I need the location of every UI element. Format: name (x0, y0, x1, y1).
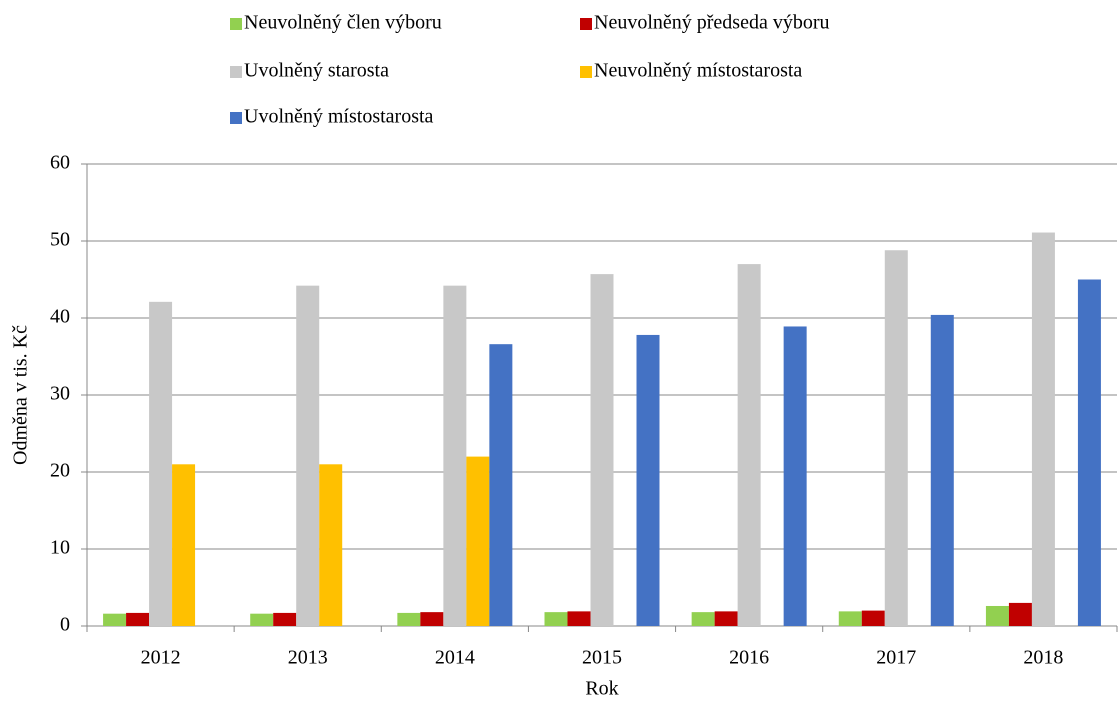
y-axis-title: Odměna v tis. Kč (10, 325, 32, 465)
legend-label: Uvolněný místostarosta (244, 106, 434, 128)
legend-label: Neuvolněný předseda výboru (594, 12, 830, 34)
y-tick-label: 30 (50, 383, 70, 405)
bar (861, 610, 885, 626)
y-tick-label: 40 (50, 306, 70, 328)
bar (443, 285, 467, 626)
legend-swatch (580, 66, 592, 78)
legend-label: Neuvolněný místostarosta (594, 60, 802, 82)
x-axis-title: Rok (585, 678, 618, 700)
bar (466, 456, 490, 626)
y-tick-label: 10 (50, 537, 70, 559)
legend-label: Uvolněný starosta (244, 60, 389, 82)
bar (884, 250, 908, 627)
legend-swatch (230, 66, 242, 78)
bar (250, 613, 274, 626)
y-tick-label: 0 (60, 614, 70, 636)
y-tick-label: 60 (50, 152, 70, 174)
legend-swatch (230, 18, 242, 30)
x-tick-label: 2012 (141, 647, 181, 669)
bar (420, 612, 444, 626)
bar (544, 612, 568, 626)
x-tick-label: 2015 (582, 647, 622, 669)
bar (319, 464, 343, 626)
bar (273, 612, 297, 626)
bar (737, 264, 761, 626)
legend-swatch (580, 18, 592, 30)
bar (714, 611, 738, 626)
bar (590, 274, 614, 626)
x-tick-label: 2014 (435, 647, 475, 669)
bar (691, 612, 715, 626)
x-tick-label: 2017 (876, 647, 916, 669)
x-tick-label: 2018 (1023, 647, 1063, 669)
bar (397, 612, 421, 626)
bar (838, 611, 862, 626)
bar (1008, 602, 1032, 626)
legend-label: Neuvolněný člen výboru (244, 12, 442, 34)
y-tick-label: 20 (50, 460, 70, 482)
bar (172, 464, 196, 626)
bar (930, 314, 954, 626)
y-tick-label: 50 (50, 229, 70, 251)
bar (149, 301, 173, 626)
x-tick-label: 2016 (729, 647, 769, 669)
bar (1031, 232, 1055, 626)
bar (296, 285, 320, 626)
bar (985, 605, 1009, 626)
x-tick-label: 2013 (288, 647, 328, 669)
bar (783, 326, 807, 626)
bar (636, 334, 660, 626)
bar (103, 613, 127, 626)
bar (567, 611, 591, 626)
bar (489, 344, 513, 626)
bar (126, 612, 150, 626)
legend-swatch (230, 112, 242, 124)
bar (1077, 279, 1101, 626)
